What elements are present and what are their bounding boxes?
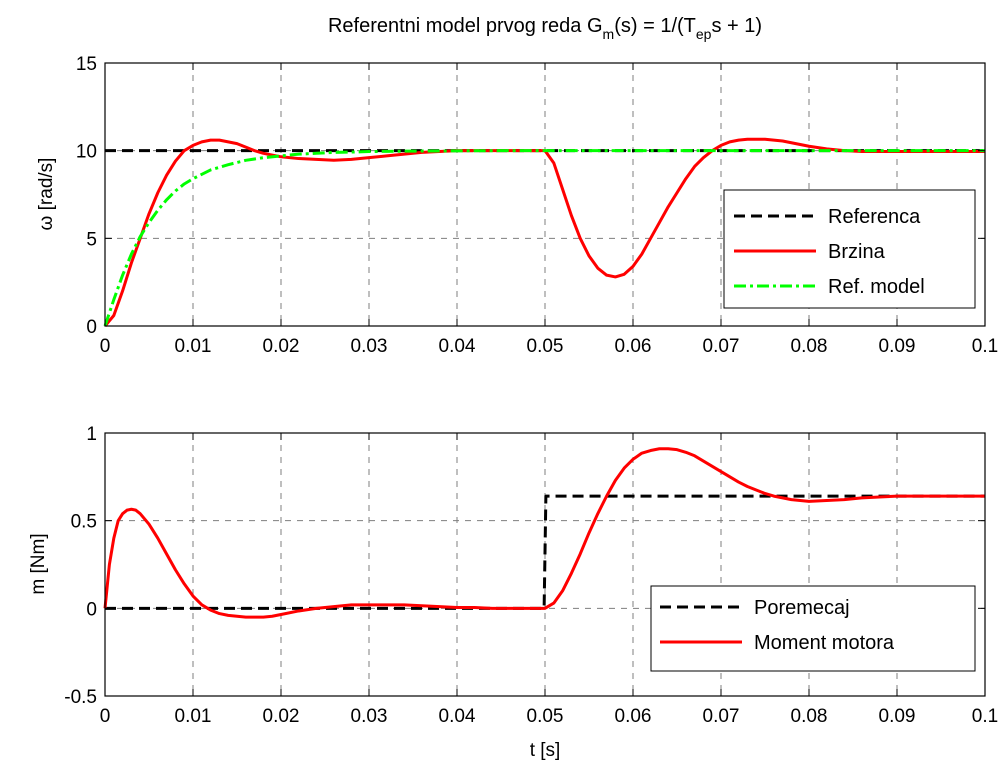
bottom-xtick-label: 0.08 bbox=[791, 706, 828, 727]
bottom-legend-box bbox=[650, 585, 976, 672]
bottom-xtick-label: 0.1 bbox=[972, 706, 998, 727]
top-ylabel: ω [rad/s] bbox=[36, 158, 57, 231]
bottom-series bbox=[103, 447, 985, 619]
top-ytick-label: 5 bbox=[86, 229, 97, 250]
legend-label-brzina: Brzina bbox=[828, 241, 886, 263]
bottom-ytick-label: 0.5 bbox=[71, 512, 97, 533]
bottom-xtick-label: 0 bbox=[100, 706, 111, 727]
top-ytick-label: 10 bbox=[76, 142, 97, 163]
bottom-xtick-label: 0.01 bbox=[175, 706, 212, 727]
series-line-moment-motora bbox=[103, 447, 985, 619]
top-ytick-label: 15 bbox=[76, 54, 97, 75]
bottom-xtick-label: 0.07 bbox=[703, 706, 740, 727]
bottom-xtick-label: 0.06 bbox=[615, 706, 652, 727]
legend-label-poremecaj: Poremecaj bbox=[754, 597, 850, 619]
top-legend: Referenca Brzina Ref. model bbox=[723, 189, 976, 309]
bottom-xtick-label: 0.02 bbox=[263, 706, 300, 727]
bottom-axes: 0 0.01 0.02 0.03 0.04 0.05 0.06 0.07 0.08 0.09 0.1… bbox=[28, 424, 998, 761]
series-line-poremecaj bbox=[105, 494, 985, 610]
top-xtick-label: 0 bbox=[100, 336, 111, 357]
bottom-xlabel: t [s] bbox=[530, 740, 561, 761]
bottom-ticks: 0 0.01 0.02 0.03 0.04 0.05 0.06 0.07 0.08 0.09 0.1… bbox=[64, 424, 998, 727]
top-xtick-label: 0.06 bbox=[615, 336, 652, 357]
chart-title: Referentni model prvog reda Gm(s) = 1/(T… bbox=[328, 15, 762, 42]
top-legend-box bbox=[723, 189, 976, 309]
series-line-brzina bbox=[103, 137, 985, 327]
bottom-legend: Poremecaj Moment motora bbox=[650, 585, 976, 672]
top-xtick-label: 0.1 bbox=[972, 336, 998, 357]
bottom-ytick-label: 1 bbox=[86, 424, 97, 445]
top-xtick-label: 0.08 bbox=[791, 336, 828, 357]
top-xtick-label: 0.04 bbox=[439, 336, 476, 357]
top-xtick-label: 0.01 bbox=[175, 336, 212, 357]
series-line-ref-model bbox=[103, 149, 985, 327]
legend-label-referenca: Referenca bbox=[828, 206, 921, 228]
legend-label-moment-motora: Moment motora bbox=[754, 632, 895, 654]
legend-label-ref-model: Ref. model bbox=[828, 276, 925, 298]
bottom-xtick-label: 0.09 bbox=[879, 706, 916, 727]
bottom-xtick-label: 0.04 bbox=[439, 706, 476, 727]
top-series bbox=[103, 137, 985, 327]
bottom-ytick-label: 0 bbox=[86, 599, 97, 620]
bottom-xtick-label: 0.03 bbox=[351, 706, 388, 727]
top-axes: 0 0.01 0.02 0.03 0.04 0.05 0.06 0.07 0.08 0.09 0.1… bbox=[36, 54, 998, 357]
top-ytick-label: 0 bbox=[86, 317, 97, 338]
bottom-ytick-label: -0.5 bbox=[64, 687, 97, 708]
top-xtick-label: 0.02 bbox=[263, 336, 300, 357]
top-xtick-label: 0.03 bbox=[351, 336, 388, 357]
bottom-ylabel: m [Nm] bbox=[28, 533, 49, 594]
top-ticks: 0 0.01 0.02 0.03 0.04 0.05 0.06 0.07 0.08 0.09 0.1… bbox=[76, 54, 998, 357]
top-xtick-label: 0.05 bbox=[527, 336, 564, 357]
bottom-xtick-label: 0.05 bbox=[527, 706, 564, 727]
top-xtick-label: 0.09 bbox=[879, 336, 916, 357]
top-xtick-label: 0.07 bbox=[703, 336, 740, 357]
